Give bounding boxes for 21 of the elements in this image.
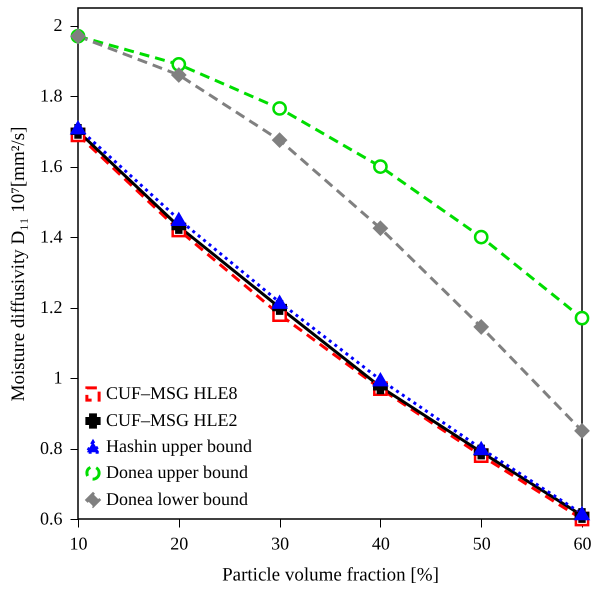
x-tick-label: 50 (472, 534, 491, 554)
legend-label: Donea lower bound (106, 489, 248, 509)
legend-label: Hashin upper bound (106, 436, 252, 456)
y-tick-label: 1.2 (40, 297, 62, 318)
legend-label: CUF–MSG HLE2 (106, 410, 238, 430)
y-tick-label: 1 (54, 368, 62, 388)
x-tick-label: 20 (170, 534, 188, 554)
x-axis-title: Particle volume fraction [%] (222, 564, 439, 586)
y-axis-title: Moisture diffusivity D₁₁ 10⁷[mm²/s] (8, 126, 29, 402)
y-tick-label: 2 (54, 15, 62, 36)
y-tick-label: 1.8 (40, 86, 62, 106)
y-tick-label: 0.8 (40, 438, 62, 458)
y-tick-label: 0.6 (40, 508, 62, 528)
legend-label: Donea upper bound (106, 462, 248, 482)
y-tick-label: 1.4 (40, 226, 62, 247)
x-tick-label: 40 (372, 534, 390, 554)
x-tick-label: 30 (271, 534, 290, 554)
legend-label: CUF–MSG HLE8 (106, 383, 238, 403)
y-tick-label: 1.6 (40, 156, 62, 176)
x-tick-label: 60 (574, 534, 592, 554)
x-tick-label: 10 (70, 534, 88, 554)
